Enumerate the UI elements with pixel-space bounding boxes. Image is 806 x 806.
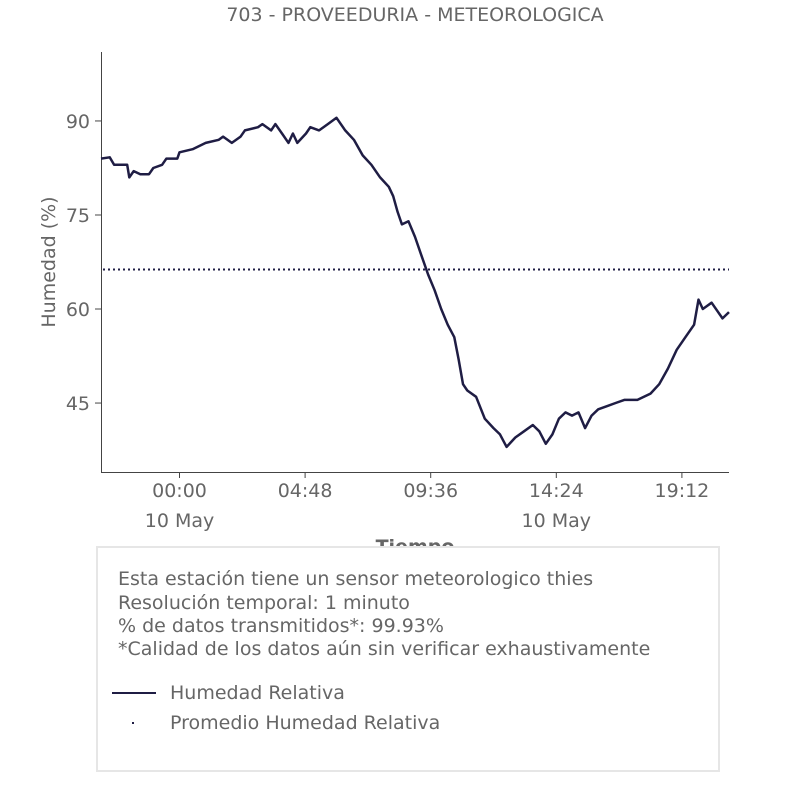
chart-title: 703 - PROVEEDURIA - METEOROLOGICA (226, 4, 603, 26)
legend-label: Promedio Humedad Relativa (170, 712, 441, 734)
x-tick-label: 14:24 (529, 480, 584, 502)
info-line-sensor: Esta estación tiene un sensor meteorolog… (118, 568, 594, 590)
series-line-humedad-relativa (100, 116, 730, 449)
y-tick-label: 90 (66, 111, 90, 133)
y-tick-label: 75 (66, 205, 90, 227)
info-line-resolution: Resolución temporal: 1 minuto (118, 592, 410, 614)
legend-item-humedad-relativa: Humedad Relativa (110, 681, 610, 705)
y-tick-label: 45 (66, 393, 90, 415)
legend-item-promedio-humedad-relativa: Promedio Humedad Relativa (110, 711, 610, 735)
x-tick-date-label: 10 May (522, 510, 592, 532)
x-tick-label: 09:36 (403, 480, 458, 502)
x-tick-group: 00:00 10 May 04:48 09:36 14:24 10 May 19:12 (145, 472, 710, 532)
legend-solid-line-swatch (112, 692, 156, 694)
x-tick-label: 04:48 (278, 480, 333, 502)
info-legend-box: Esta estación tiene un sensor meteorolog… (96, 546, 720, 772)
legend-dotted-swatch (132, 722, 134, 724)
x-tick-date-label: 10 May (145, 510, 215, 532)
y-axis-label: Humedad (%) (38, 196, 60, 327)
legend-label: Humedad Relativa (170, 682, 345, 704)
x-tick-label: 00:00 (152, 480, 207, 502)
info-line-transmitted: % de datos transmitidos*: 99.93% (118, 615, 444, 637)
x-tick-label: 19:12 (655, 480, 710, 502)
y-tick-label: 60 (66, 299, 90, 321)
info-line-quality: *Calidad de los datos aún sin verificar … (118, 638, 651, 660)
y-tick-group: 45 60 75 90 (66, 111, 101, 415)
